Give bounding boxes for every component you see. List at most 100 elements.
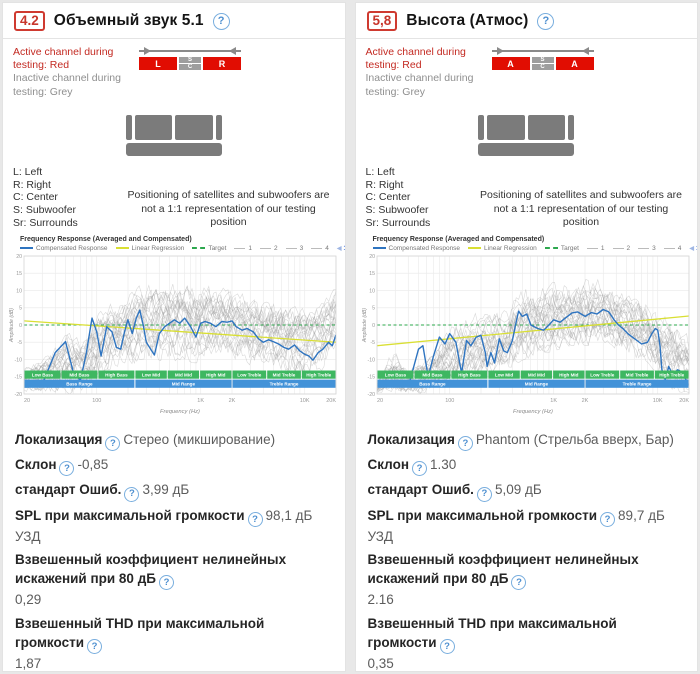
range-cell[interactable] bbox=[377, 379, 487, 388]
score-badge: 5,8 bbox=[366, 11, 398, 31]
band-label: Low Bass bbox=[32, 372, 54, 377]
x-tick-label: 10K bbox=[652, 398, 662, 404]
legend-item[interactable]: 3 bbox=[638, 245, 656, 252]
legend-item[interactable]: 4 bbox=[311, 245, 329, 252]
grey-trace bbox=[376, 287, 689, 384]
grey-trace bbox=[24, 285, 336, 373]
grey-trace bbox=[376, 289, 689, 386]
band-label: Mid Bass bbox=[69, 372, 90, 377]
legend-item[interactable]: 1 bbox=[586, 244, 605, 252]
grey-trace bbox=[24, 284, 336, 373]
chart-title: Frequency Response (Averaged and Compens… bbox=[372, 235, 545, 243]
range-cell[interactable] bbox=[24, 379, 135, 388]
band-cell[interactable] bbox=[377, 370, 413, 379]
help-icon[interactable]: ? bbox=[124, 486, 140, 502]
band-label: Low Mid bbox=[494, 372, 513, 377]
pager-prev-icon[interactable]: ◀ bbox=[689, 245, 695, 252]
band-cell[interactable] bbox=[301, 370, 336, 379]
band-label: Mid Mid bbox=[527, 372, 544, 377]
help-icon[interactable]: ? bbox=[158, 575, 174, 591]
legend-item[interactable]: 1 bbox=[234, 245, 252, 252]
help-icon[interactable]: ? bbox=[411, 461, 427, 477]
help-icon[interactable]: ? bbox=[439, 638, 455, 654]
range-cell[interactable] bbox=[487, 379, 585, 388]
help-icon[interactable]: ? bbox=[105, 436, 121, 452]
band-label: Mid Treble bbox=[273, 372, 296, 377]
stat-row: Взвешенный коэффициент нелинейных искаже… bbox=[15, 550, 333, 610]
help-icon[interactable]: ? bbox=[537, 12, 555, 30]
help-icon[interactable]: ? bbox=[511, 575, 527, 591]
band-cell[interactable] bbox=[585, 370, 619, 379]
channel-diagram: L S C R bbox=[139, 46, 241, 99]
band-cell[interactable] bbox=[135, 370, 167, 379]
range-label: Treble Range bbox=[622, 381, 651, 386]
help-icon[interactable]: ? bbox=[247, 511, 263, 527]
pager-prev-icon[interactable]: ◀ bbox=[336, 245, 342, 252]
legend-item[interactable]: 2 bbox=[612, 245, 630, 252]
band-cell[interactable] bbox=[552, 370, 584, 379]
range-cell[interactable] bbox=[585, 379, 688, 388]
help-icon[interactable]: ? bbox=[87, 638, 102, 654]
help-icon[interactable]: ? bbox=[212, 12, 230, 30]
grey-trace bbox=[24, 291, 336, 375]
band-cell[interactable] bbox=[98, 370, 135, 379]
band-cell[interactable] bbox=[232, 370, 267, 379]
stat-label: Взвешенный THD при максимальной громкост… bbox=[367, 615, 617, 650]
channel-box-right: R bbox=[203, 57, 241, 70]
band-cell[interactable] bbox=[200, 370, 232, 379]
legend-swatch-icon bbox=[612, 247, 624, 249]
grey-trace bbox=[376, 289, 689, 387]
inactive-channel-label: Inactive channel during testing: Grey bbox=[365, 72, 474, 98]
band-cell[interactable] bbox=[450, 370, 487, 379]
panel-surround-51: 4.2 Объемный звук 5.1 ? Active channel d… bbox=[2, 2, 346, 672]
legend-swatch-icon bbox=[311, 247, 323, 249]
x-axis-label: Frequency (Hz) bbox=[513, 409, 553, 415]
help-icon[interactable]: ? bbox=[59, 461, 75, 477]
channel-legend-text: Active channel during testing: Red Inact… bbox=[366, 46, 480, 99]
range-cell[interactable] bbox=[232, 379, 336, 388]
speaker-abbrev-line: C: Center bbox=[365, 191, 411, 204]
soundbar-base bbox=[478, 142, 575, 156]
y-tick-label: 5 bbox=[372, 305, 375, 311]
help-icon[interactable]: ? bbox=[476, 486, 492, 502]
soundbar-edge bbox=[215, 114, 222, 140]
legend-item[interactable]: 3 bbox=[285, 245, 303, 252]
legend-item[interactable]: 2 bbox=[260, 245, 278, 252]
help-icon[interactable]: ? bbox=[457, 436, 473, 452]
range-cell[interactable] bbox=[135, 379, 232, 388]
band-cell[interactable] bbox=[167, 370, 200, 379]
band-cell[interactable] bbox=[619, 370, 654, 379]
grey-trace bbox=[24, 304, 336, 384]
y-tick-label: -5 bbox=[370, 340, 375, 346]
legend-item[interactable]: Compensated Response bbox=[20, 245, 108, 252]
linear-regression-line bbox=[376, 315, 689, 347]
legend-label: Compensated Response bbox=[388, 244, 461, 252]
grey-trace bbox=[376, 284, 689, 386]
y-tick-label: 0 bbox=[372, 323, 375, 329]
legend-item[interactable]: Linear Regression bbox=[468, 245, 537, 252]
band-cell[interactable] bbox=[520, 370, 552, 379]
stat-row: Взвешенный THD при максимальной громкост… bbox=[367, 614, 686, 672]
soundbar-segment bbox=[527, 114, 566, 140]
band-cell[interactable] bbox=[61, 370, 98, 379]
legend-item[interactable]: Linear Regression bbox=[115, 245, 184, 252]
help-icon[interactable]: ? bbox=[600, 511, 616, 527]
band-cell[interactable] bbox=[24, 370, 61, 379]
band-label: Mid Bass bbox=[422, 372, 443, 377]
stat-row: Локализация? Стерео (микширование) bbox=[15, 430, 333, 452]
band-cell[interactable] bbox=[487, 370, 520, 379]
legend-item[interactable]: Compensated Response bbox=[372, 244, 461, 252]
note-line: not a 1:1 representation of our testing … bbox=[493, 202, 669, 228]
legend-swatch-icon bbox=[234, 247, 246, 249]
band-cell[interactable] bbox=[654, 370, 688, 379]
band-cell[interactable] bbox=[267, 370, 301, 379]
legend-item[interactable]: Target bbox=[192, 245, 226, 252]
legend-label: 1 bbox=[600, 244, 605, 252]
legend-item[interactable]: Target bbox=[544, 245, 579, 252]
band-cell[interactable] bbox=[414, 370, 450, 379]
band-label: High Treble bbox=[306, 372, 331, 377]
stat-value: 5,09 дБ bbox=[494, 482, 542, 498]
chart-legend: Compensated Response Linear Regression Tar… bbox=[8, 243, 345, 253]
speaker-abbrev-line: S: Subwoofer bbox=[365, 204, 429, 217]
legend-item[interactable]: 4 bbox=[663, 245, 681, 252]
